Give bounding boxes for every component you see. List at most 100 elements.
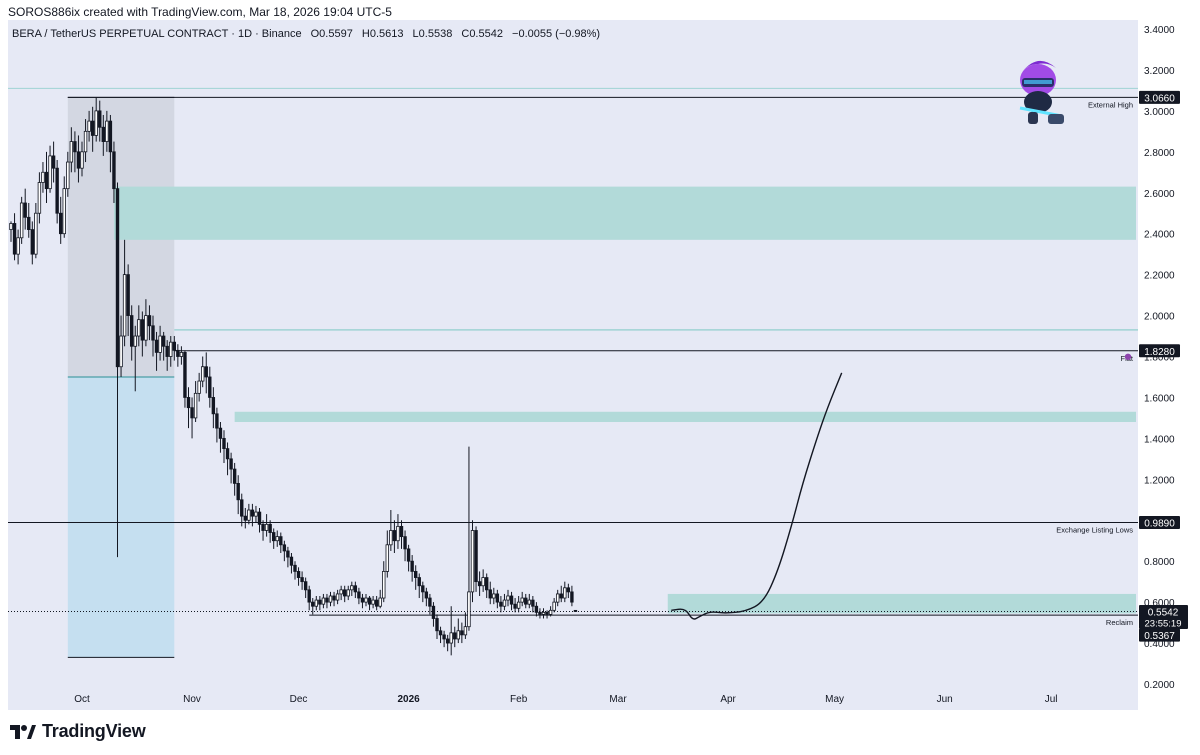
candle[interactable] [513, 598, 517, 613]
candle[interactable] [406, 544, 411, 572]
candle[interactable] [339, 585, 343, 601]
price-chart[interactable]: External HighFlatExchange Listing LowsRe… [0, 20, 1200, 710]
candle[interactable] [250, 503, 255, 527]
candle[interactable] [556, 589, 560, 607]
candle[interactable] [435, 614, 439, 639]
demand-zone-1[interactable] [113, 186, 1136, 240]
candle[interactable] [392, 520, 397, 553]
candle[interactable] [48, 145, 52, 193]
candle[interactable] [200, 356, 205, 388]
candle[interactable] [570, 585, 574, 607]
candle[interactable] [87, 110, 91, 142]
candle[interactable] [481, 569, 485, 592]
candle[interactable] [83, 119, 88, 163]
candle[interactable] [431, 602, 436, 627]
candle[interactable] [37, 172, 42, 224]
candle[interactable] [197, 372, 201, 402]
candle[interactable] [516, 595, 521, 613]
candle[interactable] [179, 346, 184, 365]
candle[interactable] [208, 366, 212, 408]
candle[interactable] [282, 540, 287, 562]
candle[interactable] [119, 315, 123, 377]
candle[interactable] [158, 325, 162, 361]
candle[interactable] [453, 626, 457, 648]
candle[interactable] [279, 532, 283, 553]
candle[interactable] [161, 331, 166, 361]
candle[interactable] [193, 381, 198, 422]
candle[interactable] [303, 577, 308, 599]
candle[interactable] [133, 325, 137, 392]
candle[interactable] [531, 595, 535, 613]
candle[interactable] [247, 503, 251, 525]
candle[interactable] [59, 196, 63, 244]
candle[interactable] [122, 239, 127, 347]
candle[interactable] [467, 446, 471, 631]
candle[interactable] [222, 430, 226, 463]
candle[interactable] [506, 589, 510, 607]
candle[interactable] [403, 530, 407, 562]
demand-zone-3[interactable] [667, 593, 1136, 614]
demand-zone-2[interactable] [234, 411, 1136, 422]
candle[interactable] [438, 626, 443, 644]
candle[interactable] [169, 336, 173, 367]
candle[interactable] [413, 565, 418, 590]
candle[interactable] [548, 606, 553, 617]
candle[interactable] [382, 561, 386, 603]
candle[interactable] [456, 618, 460, 644]
candle[interactable] [545, 610, 549, 619]
candle[interactable] [328, 591, 333, 607]
candle[interactable] [140, 311, 145, 357]
candle[interactable] [69, 127, 74, 173]
candle[interactable] [552, 598, 556, 613]
candle[interactable] [62, 176, 66, 238]
candle[interactable] [421, 581, 425, 603]
candle[interactable] [41, 162, 45, 193]
candle[interactable] [44, 151, 49, 203]
candle[interactable] [254, 505, 258, 523]
candle[interactable] [229, 452, 233, 484]
candle[interactable] [346, 585, 350, 601]
candle[interactable] [243, 507, 247, 529]
candle[interactable] [527, 593, 531, 609]
candle[interactable] [126, 264, 130, 337]
candle[interactable] [27, 202, 31, 238]
candle[interactable] [445, 634, 450, 652]
symbol-legend[interactable]: BERA / TetherUS PERPETUAL CONTRACT · 1D … [12, 28, 600, 40]
candle[interactable] [16, 229, 20, 265]
candle[interactable] [563, 581, 567, 603]
candle[interactable] [385, 530, 389, 578]
candle[interactable] [311, 598, 315, 615]
candle[interactable] [300, 571, 304, 590]
candle[interactable] [215, 407, 219, 443]
chart-frame[interactable]: External HighFlatExchange Listing LowsRe… [0, 20, 1200, 710]
candle[interactable] [318, 595, 322, 611]
candle[interactable] [137, 305, 141, 347]
candle[interactable] [9, 221, 13, 242]
candle[interactable] [271, 528, 276, 549]
candle[interactable] [147, 305, 152, 341]
candle[interactable] [98, 100, 102, 142]
candle[interactable] [154, 331, 159, 371]
candle[interactable] [442, 630, 446, 648]
candle[interactable] [410, 555, 414, 582]
footer-brand[interactable]: TradingView [10, 721, 146, 742]
candle[interactable] [190, 397, 194, 439]
candle[interactable] [264, 514, 269, 537]
candle[interactable] [499, 595, 503, 613]
candle[interactable] [321, 593, 326, 609]
candle[interactable] [353, 581, 358, 599]
candle[interactable] [30, 221, 34, 265]
candle[interactable] [105, 110, 109, 152]
candle[interactable] [240, 493, 244, 527]
candle[interactable] [286, 546, 290, 568]
candle[interactable] [325, 593, 329, 609]
candle[interactable] [225, 442, 230, 476]
candle[interactable] [463, 612, 468, 639]
projection-path[interactable] [671, 372, 843, 620]
candle[interactable] [314, 595, 318, 611]
candle[interactable] [350, 581, 354, 596]
candle[interactable] [509, 591, 514, 611]
candle[interactable] [73, 131, 77, 173]
candle[interactable] [34, 202, 38, 259]
candle[interactable] [573, 609, 578, 612]
